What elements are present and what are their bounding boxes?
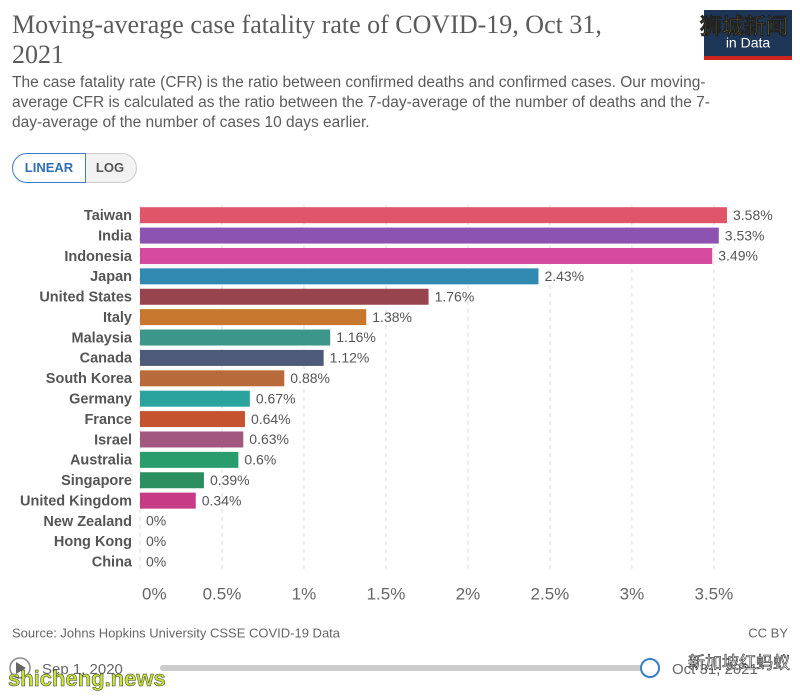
value-label: 3.49%	[718, 248, 758, 264]
y-tick-label: Malaysia	[72, 330, 133, 346]
y-tick-label: Canada	[80, 351, 133, 367]
value-label: 0%	[146, 533, 166, 549]
value-label: 2.43%	[544, 268, 584, 284]
value-label: 3.58%	[733, 207, 773, 223]
x-tick-label: 1%	[292, 584, 317, 603]
bar	[140, 390, 250, 407]
value-label: 0%	[146, 554, 166, 570]
bar	[140, 329, 331, 346]
x-tick-label: 2%	[456, 584, 481, 603]
value-label: 0.63%	[249, 431, 289, 447]
linear-button[interactable]: LINEAR	[12, 153, 86, 183]
license: CC BY	[748, 625, 788, 640]
bar	[140, 492, 196, 509]
logo-text: in Data	[726, 35, 771, 51]
value-label: 0.34%	[202, 492, 242, 508]
y-tick-label: New Zealand	[43, 514, 132, 530]
value-label: 1.38%	[372, 309, 412, 325]
x-tick-label: 1.5%	[367, 584, 406, 603]
y-tick-label: Italy	[103, 310, 132, 326]
x-tick-label: 3.5%	[695, 584, 734, 603]
value-label: 0.88%	[290, 370, 330, 386]
bar	[140, 227, 719, 244]
y-tick-label: Israel	[94, 432, 132, 448]
y-tick-label: South Korea	[46, 371, 133, 387]
y-tick-label: Taiwan	[84, 208, 132, 224]
y-tick-label: Hong Kong	[54, 534, 132, 550]
bar	[140, 207, 727, 224]
timeline-end: Oct 31, 2021	[672, 661, 758, 678]
timeline-start: Sep 1, 2020	[42, 661, 123, 678]
bar	[140, 288, 429, 305]
logo-bar	[704, 56, 792, 60]
bar	[140, 370, 285, 387]
value-label: 0.67%	[256, 390, 296, 406]
y-tick-label: India	[98, 228, 133, 244]
y-tick-label: France	[84, 412, 132, 428]
bar	[140, 349, 324, 366]
y-tick-label: Australia	[70, 453, 133, 469]
watermark: 新加坡红蚂蚁	[688, 653, 790, 672]
watermark: 狮城新闻	[700, 14, 788, 39]
bar	[140, 309, 367, 326]
x-tick-label: 0%	[142, 584, 167, 603]
y-tick-label: Singapore	[61, 473, 132, 489]
bar	[140, 431, 244, 448]
chart-subtitle: The case fatality rate (CFR) is the rati…	[12, 74, 710, 131]
value-label: 0.64%	[251, 411, 291, 427]
y-tick-label: Indonesia	[64, 249, 133, 265]
bar	[140, 411, 245, 428]
y-tick-label: United Kingdom	[20, 493, 132, 509]
x-tick-label: 2.5%	[531, 584, 570, 603]
value-label: 3.53%	[725, 227, 765, 243]
chart-title: Moving-average case fatality rate of COV…	[12, 10, 602, 69]
timeline-track	[160, 665, 648, 671]
value-label: 1.12%	[330, 350, 370, 366]
x-tick-label: 0.5%	[203, 584, 242, 603]
x-tick-label: 3%	[620, 584, 645, 603]
y-tick-label: Germany	[69, 392, 132, 408]
timeline-handle[interactable]	[640, 658, 660, 678]
value-label: 1.16%	[336, 329, 376, 345]
watermark: shicheng.news	[8, 666, 166, 691]
bar	[140, 451, 239, 468]
value-label: 1.76%	[435, 288, 475, 304]
value-label: 0.39%	[210, 472, 250, 488]
play-icon	[16, 662, 26, 674]
bar	[140, 247, 713, 264]
y-tick-label: United States	[39, 290, 132, 306]
value-label: 0.6%	[244, 452, 276, 468]
log-button[interactable]: LOG	[84, 153, 137, 183]
logo-box	[704, 10, 792, 60]
source: Source: Johns Hopkins University CSSE CO…	[12, 625, 341, 640]
y-tick-label: Japan	[90, 269, 132, 285]
bar	[140, 268, 539, 285]
y-tick-label: China	[92, 555, 133, 571]
value-label: 0%	[146, 513, 166, 529]
bar	[140, 472, 204, 489]
